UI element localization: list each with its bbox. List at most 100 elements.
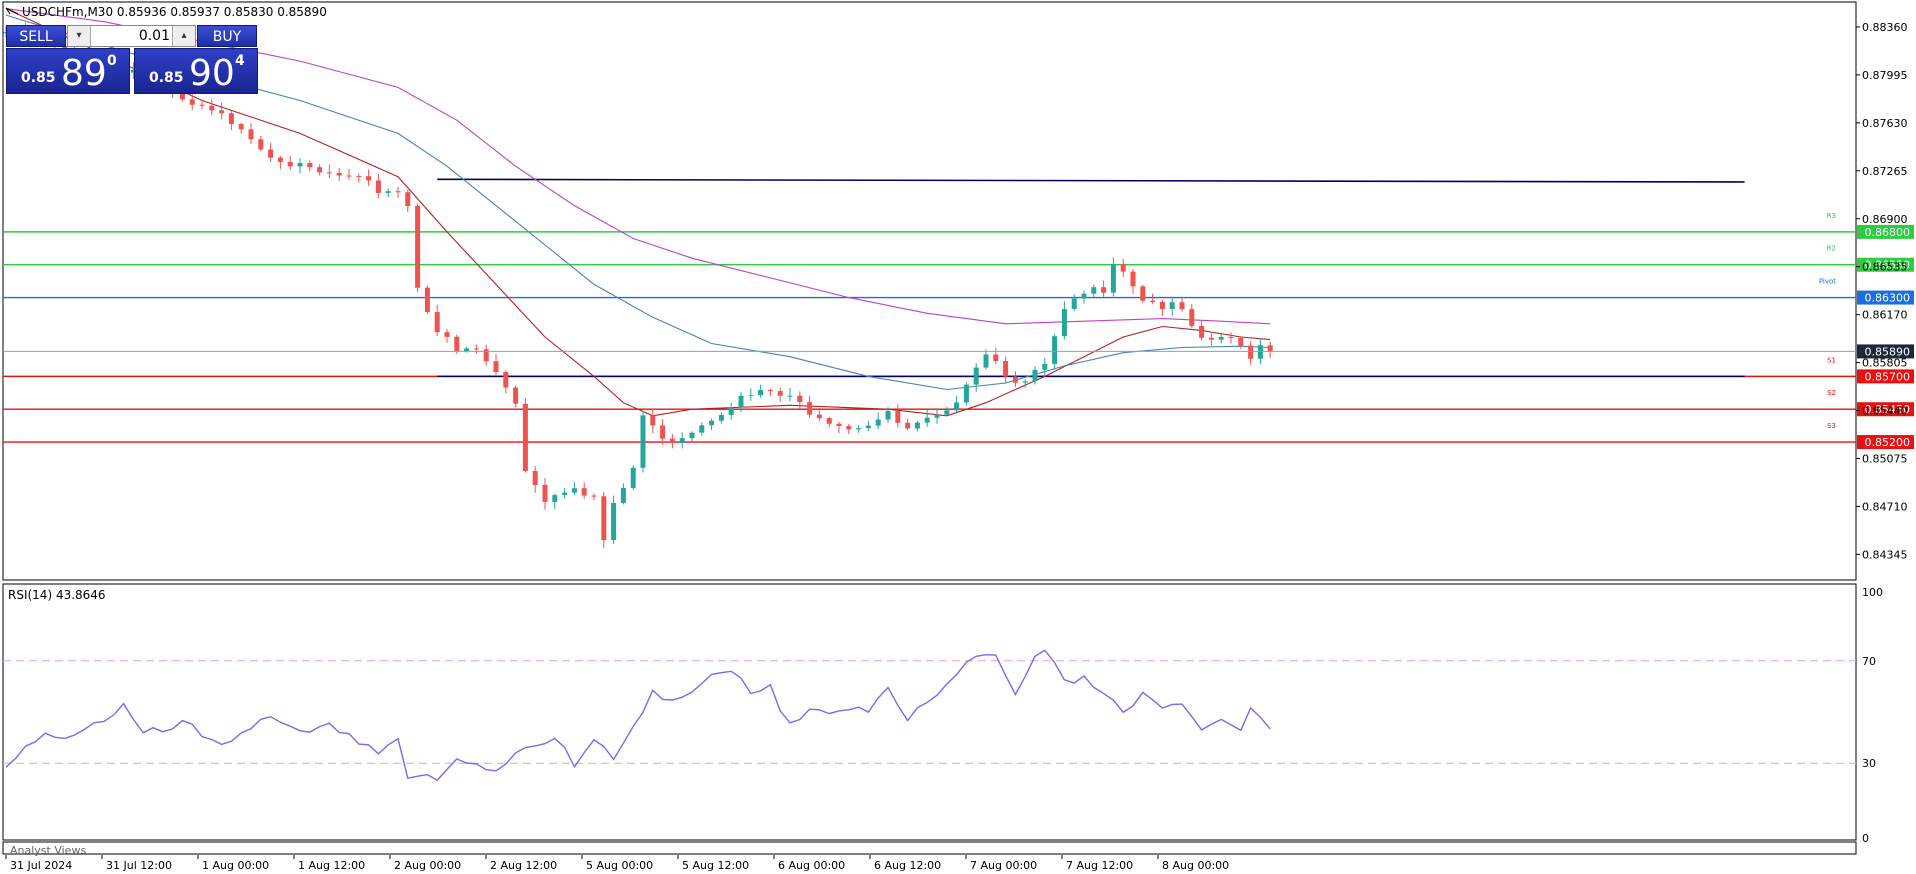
- level-name-r3: R3: [1827, 212, 1836, 220]
- candle-body: [797, 395, 803, 403]
- candle-body: [1091, 287, 1097, 294]
- candle-body: [248, 129, 254, 140]
- candle-body: [287, 161, 293, 167]
- time-tick-label: 6 Aug 12:00: [874, 859, 941, 872]
- candle-body: [836, 423, 842, 427]
- candle-body: [591, 495, 597, 497]
- price-pane-frame: [2, 1, 1857, 581]
- candle-body: [758, 390, 764, 396]
- level-name-r2: R2: [1827, 245, 1836, 253]
- candle-body: [954, 402, 960, 411]
- candle-body: [1199, 325, 1205, 338]
- buy-price-fraction: 4: [235, 53, 245, 69]
- candle-body: [179, 90, 185, 100]
- analyst-views-label: Analyst Views: [10, 844, 86, 857]
- candle-body: [1003, 361, 1009, 377]
- candle-body: [375, 180, 381, 193]
- level-tag-r3: [1857, 224, 1914, 239]
- candle-body: [1052, 336, 1058, 364]
- candle-body: [1248, 345, 1254, 359]
- candle-body: [454, 336, 460, 352]
- candle-body: [483, 349, 489, 362]
- sell-price-pips: 89: [61, 53, 107, 94]
- candle-body: [1238, 337, 1244, 346]
- candle-body: [963, 384, 969, 403]
- level-tag-s1: [1857, 369, 1914, 384]
- price-axis[interactable]: 0.86800 0.86550 0.86300 0.85700 0.85450 0.852…: [1856, 21, 1914, 561]
- level-price-s3: 0.85200: [1865, 436, 1911, 449]
- candle-body: [62, 45, 68, 49]
- candle-body: [630, 467, 636, 488]
- candle-body: [1042, 363, 1048, 370]
- lot-decrease-icon[interactable]: ▾: [68, 26, 91, 46]
- price-tick-label: 0.86170: [1862, 309, 1908, 322]
- candle-body: [444, 332, 450, 337]
- candle-body: [875, 419, 881, 426]
- sell-button[interactable]: SELL: [6, 25, 66, 47]
- candle-body: [228, 113, 234, 125]
- candle-body: [865, 425, 871, 429]
- level-tag-s3: [1857, 435, 1914, 450]
- candle-body: [846, 426, 852, 430]
- candle-body: [1159, 302, 1165, 309]
- buy-price-prefix: 0.85: [149, 70, 184, 86]
- candle-body: [1257, 345, 1263, 359]
- symbol-info: USDCHFm,M30 0.85936 0.85937 0.85830 0.85…: [22, 5, 327, 19]
- price-tick-label: 0.87630: [1862, 117, 1908, 130]
- candle-body: [1101, 287, 1107, 293]
- candle-body: [1179, 302, 1185, 310]
- moving-averages: [5, 8, 1271, 417]
- chart-arrow-icon: [5, 7, 19, 15]
- level-tag-s2: [1857, 402, 1914, 417]
- candle-body: [1218, 336, 1224, 340]
- price-tick-label: 0.85805: [1862, 357, 1908, 370]
- price-tick-label: 0.84345: [1862, 548, 1908, 561]
- candle-body: [513, 387, 519, 404]
- level-price-s1: 0.85700: [1865, 370, 1911, 383]
- candle-body: [189, 99, 195, 105]
- trendlines: [437, 178, 1745, 378]
- buy-price-box[interactable]: 0.85 90 4: [134, 48, 258, 94]
- candle-body: [395, 191, 401, 193]
- buy-button[interactable]: BUY: [197, 25, 257, 47]
- candle-body: [326, 172, 332, 174]
- candle-body: [493, 361, 499, 372]
- candle-body: [1081, 293, 1087, 299]
- candle-body: [787, 395, 793, 397]
- candle-body: [993, 354, 999, 362]
- price-tick-label: 0.86900: [1862, 213, 1908, 226]
- sell-price-prefix: 0.85: [21, 70, 56, 86]
- candle-body: [297, 163, 303, 167]
- level-price-r2: 0.86550: [1865, 259, 1911, 272]
- candle-body: [130, 69, 136, 73]
- lot-size-input[interactable]: [92, 27, 170, 44]
- level-name-s3: S3: [1827, 422, 1836, 430]
- time-axis[interactable]: 31 Jul 2024 31 Jul 12:00 1 Aug 00:00 1 Aug …: [5, 855, 1229, 872]
- time-tick-label: 1 Aug 00:00: [202, 859, 269, 872]
- level-tag-pivot: [1857, 290, 1914, 305]
- candle-body: [346, 175, 352, 177]
- price-tick-label: 0.84710: [1862, 500, 1908, 513]
- candle-body: [415, 206, 421, 288]
- sell-price-box[interactable]: 0.85 89 0: [6, 48, 130, 94]
- lot-size-control: ▾ ▴: [67, 25, 196, 47]
- candle-body: [611, 502, 617, 541]
- candle-body: [650, 415, 656, 426]
- level-name-s1: S1: [1827, 356, 1836, 364]
- lot-increase-icon[interactable]: ▴: [172, 26, 195, 46]
- buy-price-pips: 90: [189, 53, 235, 94]
- candle-body: [317, 167, 323, 173]
- moving-average-2: [5, 14, 1271, 391]
- level-price-r3: 0.86800: [1865, 226, 1911, 239]
- candle-body: [1032, 369, 1038, 382]
- candle-body: [581, 488, 587, 496]
- price-tick-label: 0.87265: [1862, 165, 1908, 178]
- time-tick-label: 8 Aug 00:00: [1162, 859, 1229, 872]
- rsi-tick-label: 30: [1862, 757, 1876, 770]
- candle-body: [748, 395, 754, 397]
- candle-body: [601, 496, 607, 541]
- price-tick-label: 0.85440: [1862, 405, 1908, 418]
- rsi-line: [5, 649, 1271, 782]
- candle-body: [405, 192, 411, 207]
- candle-body: [807, 402, 813, 415]
